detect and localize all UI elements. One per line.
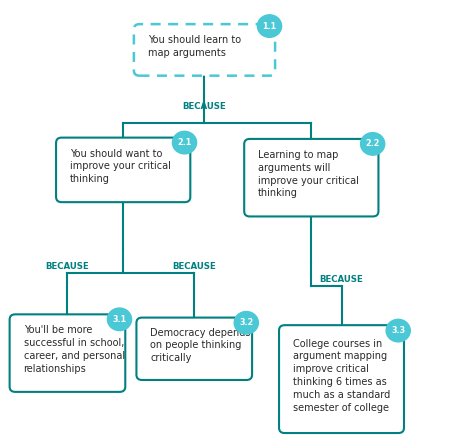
Text: You should learn to
map arguments: You should learn to map arguments	[148, 35, 241, 58]
Text: You'll be more
successful in school,
career, and personal
relationships: You'll be more successful in school, car…	[24, 325, 125, 374]
FancyBboxPatch shape	[134, 24, 275, 76]
Text: 3.1: 3.1	[112, 315, 127, 324]
Text: 2.2: 2.2	[365, 139, 380, 149]
Text: BECAUSE: BECAUSE	[173, 262, 216, 271]
Circle shape	[173, 131, 197, 154]
Text: 3.2: 3.2	[239, 318, 254, 327]
Text: College courses in
argument mapping
improve critical
thinking 6 times as
much as: College courses in argument mapping impr…	[293, 339, 390, 413]
Circle shape	[257, 15, 282, 37]
Text: BECAUSE: BECAUSE	[182, 102, 227, 111]
FancyBboxPatch shape	[137, 318, 252, 380]
Text: You should want to
improve your critical
thinking: You should want to improve your critical…	[70, 149, 171, 184]
Text: 2.1: 2.1	[177, 138, 191, 147]
FancyBboxPatch shape	[56, 137, 191, 202]
Circle shape	[386, 319, 410, 342]
Text: BECAUSE: BECAUSE	[46, 262, 89, 271]
Text: BECAUSE: BECAUSE	[319, 275, 364, 284]
Text: 1.1: 1.1	[263, 22, 276, 30]
Text: Learning to map
arguments will
improve your critical
thinking: Learning to map arguments will improve y…	[258, 150, 359, 198]
FancyBboxPatch shape	[244, 139, 378, 217]
FancyBboxPatch shape	[279, 325, 404, 433]
Text: 3.3: 3.3	[391, 326, 405, 335]
Circle shape	[361, 133, 385, 155]
Circle shape	[108, 308, 132, 331]
Circle shape	[234, 312, 258, 334]
FancyBboxPatch shape	[9, 314, 125, 392]
Text: Democracy depends
on people thinking
critically: Democracy depends on people thinking cri…	[150, 328, 251, 363]
